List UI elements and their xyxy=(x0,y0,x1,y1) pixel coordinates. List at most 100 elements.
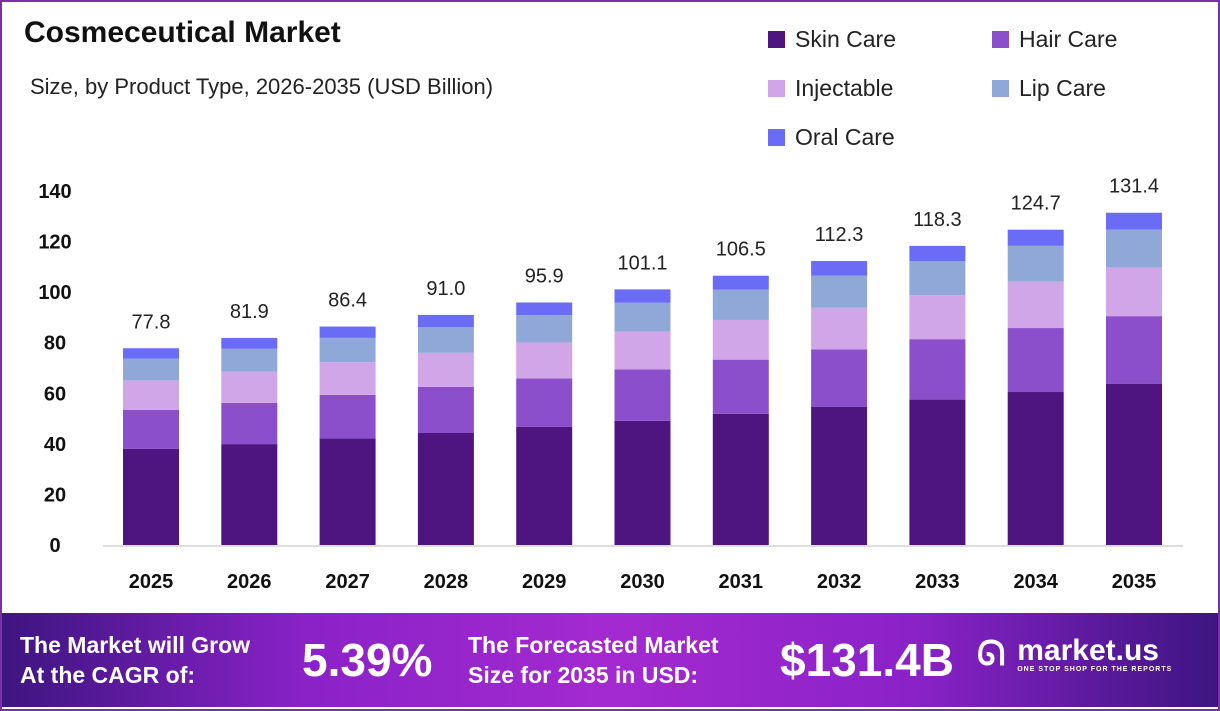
total-label: 106.5 xyxy=(716,239,766,261)
bar-segment-hair-care xyxy=(1106,316,1162,384)
bar-segment-skin-care xyxy=(811,406,868,545)
bar-segment-skin-care xyxy=(712,413,769,545)
brand-logo: ᘏ market.us ONE STOP SHOP FOR THE REPORT… xyxy=(977,635,1172,674)
bar-segment-hair-care xyxy=(712,359,769,414)
legend-label: Lip Care xyxy=(1019,75,1106,101)
bar-segment-injectable xyxy=(516,342,573,379)
total-label: 101.1 xyxy=(617,252,667,274)
chart-title: Cosmeceutical Market xyxy=(24,16,341,49)
chart-plot: 0 20 40 60 80 100 120 140 77.8 2025 81.9 2026 86.4 20… xyxy=(38,176,1183,593)
bar-segment-injectable xyxy=(614,331,671,370)
x-tick-label: 2035 xyxy=(1112,571,1157,593)
bar-segment-lip-care xyxy=(319,337,376,363)
total-label: 86.4 xyxy=(328,290,367,312)
bar-segment-injectable xyxy=(909,295,966,340)
bar-segment-injectable xyxy=(1007,281,1064,329)
forecast-value: $131.4B xyxy=(780,634,954,686)
y-tick-label: 60 xyxy=(44,383,66,405)
cagr-value: 5.39% xyxy=(302,634,433,686)
bar-segment-skin-care xyxy=(221,444,278,545)
legend-item-hair-care: Hair Care xyxy=(992,26,1117,53)
bar-segment-hair-care xyxy=(221,402,278,445)
bar-segment-hair-care xyxy=(123,409,179,449)
bar-segment-injectable xyxy=(712,319,769,360)
legend-label: Oral Care xyxy=(795,124,895,150)
bar-segment-oral-care xyxy=(417,314,474,328)
forecast-label-line2: Size for 2035 in USD: xyxy=(468,662,699,688)
x-tick-label: 2031 xyxy=(719,571,764,593)
x-tick-label: 2026 xyxy=(227,571,272,593)
bar-segment-lip-care xyxy=(909,261,966,296)
legend-item-injectable: Injectable xyxy=(768,75,893,102)
bar-segment-injectable xyxy=(123,380,179,410)
summary-banner: The Market will Grow At the CAGR of: 5.3… xyxy=(2,613,1218,707)
x-tick-label: 2033 xyxy=(915,571,960,593)
total-label: 124.7 xyxy=(1011,193,1061,215)
total-label: 131.4 xyxy=(1109,176,1159,198)
bar-segment-hair-care xyxy=(417,386,474,433)
y-tick-label: 0 xyxy=(49,535,60,557)
y-tick-label: 40 xyxy=(44,434,66,456)
legend-item-lip-care: Lip Care xyxy=(992,75,1106,102)
bar-segment-hair-care xyxy=(516,378,573,427)
forecast-label-line1: The Forecasted Market xyxy=(468,632,719,658)
bar-segment-oral-care xyxy=(1007,229,1064,246)
bar-segment-skin-care xyxy=(123,448,179,545)
total-label: 77.8 xyxy=(132,311,171,333)
x-tick-label: 2030 xyxy=(620,571,665,593)
bar-segment-oral-care xyxy=(319,326,376,338)
cagr-label-line1: The Market will Grow xyxy=(20,632,251,658)
bar-segment-injectable xyxy=(1106,267,1162,317)
bar-segment-hair-care xyxy=(614,369,671,421)
y-tick-label: 120 xyxy=(38,232,71,254)
bar-segment-skin-care xyxy=(614,420,671,545)
bar-segment-lip-care xyxy=(123,358,179,381)
bar-segment-skin-care xyxy=(1007,392,1064,545)
bar-segment-oral-care xyxy=(811,261,868,276)
y-tick-label: 20 xyxy=(44,484,66,506)
bar-segment-hair-care xyxy=(1007,328,1064,393)
legend-label: Injectable xyxy=(795,75,894,101)
bar-segment-injectable xyxy=(811,307,868,350)
bar-segment-lip-care xyxy=(516,315,573,343)
total-label: 91.0 xyxy=(426,278,465,300)
bar-segment-oral-care xyxy=(516,302,573,316)
bar-segment-skin-care xyxy=(909,399,966,545)
total-label: 95.9 xyxy=(525,266,564,288)
bar-segment-skin-care xyxy=(319,438,376,545)
y-tick-label: 140 xyxy=(38,181,71,203)
legend-item-skin-care: Skin Care xyxy=(768,26,896,53)
x-tick-label: 2025 xyxy=(129,571,174,593)
bar-segment-lip-care xyxy=(712,289,769,320)
legend-swatch xyxy=(768,31,785,48)
bar-segment-oral-care xyxy=(221,337,278,349)
x-tick-label: 2027 xyxy=(325,571,370,593)
total-label: 118.3 xyxy=(913,209,962,231)
legend-swatch xyxy=(768,80,785,97)
legend-swatch xyxy=(768,129,785,146)
bar-segment-lip-care xyxy=(221,348,278,372)
bar-segment-skin-care xyxy=(417,432,474,545)
bar-segment-oral-care xyxy=(909,245,966,262)
bar-segment-lip-care xyxy=(811,275,868,308)
bar-segment-hair-care xyxy=(909,339,966,400)
bar-segment-injectable xyxy=(417,352,474,387)
bar-segment-lip-care xyxy=(1106,229,1162,268)
legend-label: Skin Care xyxy=(795,26,896,52)
bar-segment-oral-care xyxy=(1106,212,1162,230)
bar-segment-oral-care xyxy=(712,275,769,290)
bar-segment-skin-care xyxy=(1106,383,1162,545)
x-tick-label: 2028 xyxy=(424,571,469,593)
bar-segment-oral-care xyxy=(614,289,671,303)
legend-item-oral-care: Oral Care xyxy=(768,124,895,151)
bar-segment-oral-care xyxy=(123,348,179,359)
legend-label: Hair Care xyxy=(1019,26,1118,52)
total-label: 112.3 xyxy=(815,224,864,246)
x-tick-label: 2029 xyxy=(522,571,567,593)
bar-segment-hair-care xyxy=(811,349,868,407)
legend-swatch xyxy=(992,80,1009,97)
legend: Skin Care Hair Care Injectable Lip Care Oral… xyxy=(768,26,1208,156)
y-tick-label: 100 xyxy=(38,282,71,304)
total-label: 81.9 xyxy=(230,301,269,323)
